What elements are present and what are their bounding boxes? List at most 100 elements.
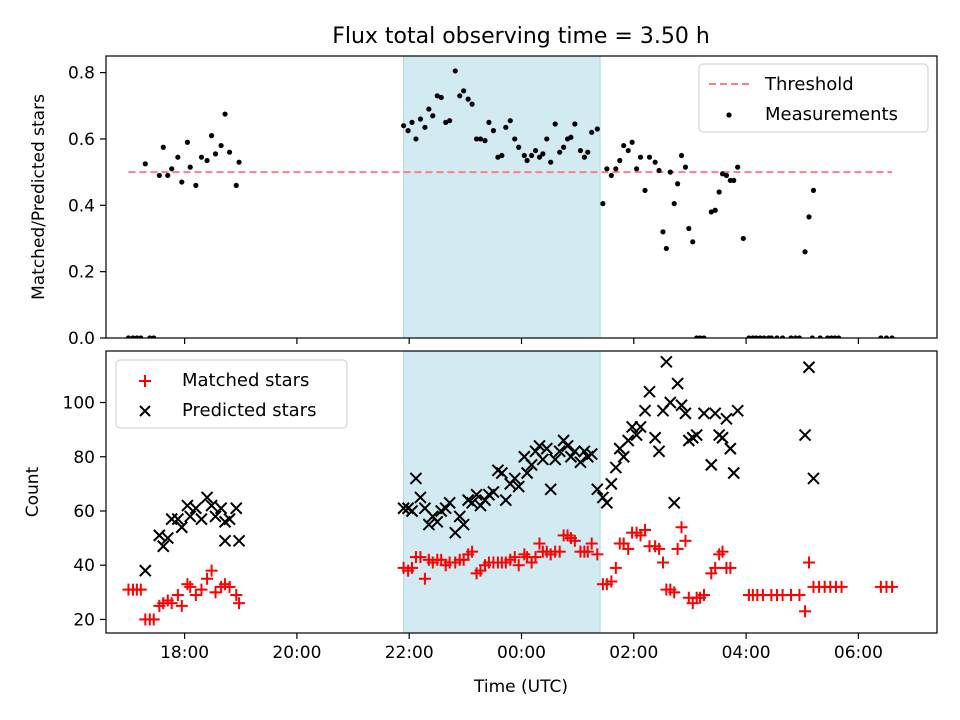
predicted-stars-point bbox=[409, 472, 423, 485]
predicted-stars-point-b bbox=[418, 502, 432, 515]
predicted-stars-point bbox=[600, 496, 614, 510]
measurement-point bbox=[151, 335, 157, 338]
measurement-point bbox=[409, 119, 415, 125]
measurement-point bbox=[678, 152, 685, 159]
measurement-point bbox=[552, 121, 558, 127]
measurement-point bbox=[452, 68, 458, 74]
matched-stars-point bbox=[709, 561, 722, 574]
measurement-point bbox=[142, 161, 148, 167]
matched-stars-point bbox=[668, 586, 681, 599]
predicted-stars-point bbox=[439, 502, 452, 515]
predicted-stars-point bbox=[175, 521, 189, 534]
measurement-point bbox=[723, 172, 730, 179]
measurement-point bbox=[165, 172, 171, 179]
top-observing-span bbox=[403, 56, 601, 338]
measurement-point bbox=[621, 142, 627, 149]
predicted-stars-point bbox=[230, 502, 243, 515]
predicted-stars-point bbox=[153, 529, 166, 542]
predicted-stars-point-b bbox=[724, 442, 737, 455]
predicted-stars-point bbox=[679, 407, 692, 420]
top-legend-box bbox=[698, 63, 929, 133]
measurement-point bbox=[473, 136, 480, 142]
measurement-point bbox=[218, 142, 224, 149]
measurement-point bbox=[774, 335, 780, 338]
predicted-stars-point-b bbox=[609, 461, 623, 474]
predicted-stars-point-b bbox=[139, 564, 152, 577]
predicted-stars-point bbox=[209, 510, 222, 523]
measurement-point bbox=[443, 119, 449, 125]
predicted-stars-point bbox=[724, 442, 737, 455]
measurement-point bbox=[465, 96, 471, 102]
predicted-stars-point-b bbox=[553, 445, 566, 458]
predicted-stars-point-b bbox=[652, 445, 666, 458]
measurement-point bbox=[426, 106, 432, 112]
predicted-stars-point-b bbox=[596, 491, 610, 504]
predicted-stars-point bbox=[414, 491, 427, 504]
matched-stars-point bbox=[518, 548, 531, 561]
predicted-stars-point-b bbox=[205, 499, 218, 512]
bot-x-tick-label: 06:00 bbox=[834, 643, 883, 663]
measurement-point bbox=[753, 335, 759, 338]
measurement-point bbox=[608, 172, 614, 179]
predicted-stars-point bbox=[499, 493, 512, 507]
predicted-stars-point-b bbox=[533, 439, 546, 453]
measurement-point bbox=[482, 138, 488, 144]
measurement-point bbox=[716, 189, 722, 195]
predicted-stars-point-b bbox=[544, 483, 557, 496]
matched-stars-point bbox=[209, 586, 222, 599]
predicted-stars-point-b bbox=[209, 510, 222, 523]
measurement-point bbox=[212, 151, 219, 157]
matched-stars-point bbox=[553, 545, 566, 558]
predicted-stars-point bbox=[648, 431, 662, 444]
matched-stars-point bbox=[653, 542, 666, 555]
measurement-point bbox=[836, 335, 842, 338]
predicted-stars-point-b bbox=[218, 534, 232, 548]
measurement-point bbox=[160, 144, 166, 150]
measurement-point bbox=[625, 147, 631, 154]
predicted-stars-point-b bbox=[605, 477, 618, 491]
matched-stars-point bbox=[716, 545, 729, 558]
predicted-stars-point-b bbox=[414, 491, 427, 504]
predicted-stars-point-b bbox=[561, 439, 574, 453]
measurement-point bbox=[516, 144, 522, 150]
measurement-point bbox=[193, 182, 199, 188]
predicted-stars-point-b bbox=[189, 502, 203, 515]
predicted-stars-point bbox=[544, 483, 557, 496]
predicted-stars-point bbox=[557, 434, 570, 447]
measurement-point bbox=[690, 239, 696, 245]
bottom-legend: Matched stars Predicted stars bbox=[115, 359, 348, 429]
predicted-stars-point bbox=[596, 491, 610, 504]
predicted-stars-point-b bbox=[175, 521, 189, 534]
matched-legend-label: Matched stars bbox=[182, 370, 309, 391]
predicted-stars-point-b bbox=[798, 428, 812, 442]
predicted-stars-point bbox=[205, 499, 218, 512]
predicted-stars-point bbox=[798, 428, 812, 442]
predicted-stars-point bbox=[621, 434, 635, 447]
matched-stars-point bbox=[802, 556, 815, 569]
measurement-point bbox=[138, 335, 144, 338]
matched-stars-point bbox=[508, 551, 521, 564]
measurement-point bbox=[507, 118, 513, 124]
bottom-panel: 18:00 20:00 22:00 00:00 02:00 04:00 06:00 20 40 6… bbox=[23, 350, 938, 697]
matched-stars-point bbox=[639, 523, 652, 536]
measurement-point bbox=[540, 151, 546, 157]
measurement-point bbox=[671, 201, 677, 207]
predicted-stars-point-b bbox=[679, 407, 692, 420]
measurement-point bbox=[660, 229, 666, 235]
top-panel: 0.00.20.40.60.8 Matched/Predicted stars … bbox=[29, 55, 938, 349]
predicted-stars-point-b bbox=[153, 529, 166, 542]
top-y-tick-label: 0.8 bbox=[68, 64, 95, 84]
measurement-point bbox=[810, 187, 817, 193]
predicted-stars-point-b bbox=[409, 472, 423, 485]
bot-y-tick-label: 100 bbox=[63, 394, 95, 414]
predicted-stars-point bbox=[705, 458, 718, 472]
measurement-point bbox=[226, 149, 233, 155]
predicted-stars-point-b bbox=[564, 450, 578, 463]
measurement-point bbox=[768, 335, 774, 338]
measurement-point bbox=[757, 335, 763, 338]
measurement-point bbox=[557, 149, 563, 155]
predicted-stars-point bbox=[465, 496, 479, 510]
predicted-stars-point bbox=[553, 445, 566, 458]
predicted-stars-point-b bbox=[731, 404, 744, 417]
